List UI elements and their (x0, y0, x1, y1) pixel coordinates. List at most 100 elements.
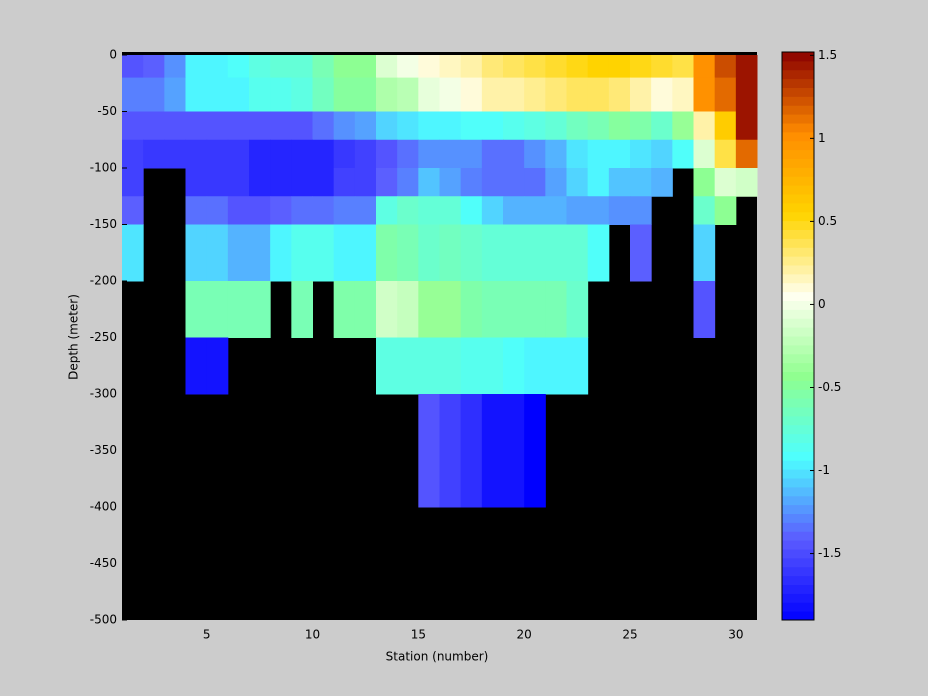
cell (291, 196, 313, 225)
cell (714, 168, 737, 197)
cell (460, 168, 483, 197)
cell (270, 224, 292, 282)
cell (333, 111, 356, 141)
cell (418, 394, 440, 508)
cell (249, 281, 271, 338)
cell (566, 139, 589, 169)
cell (587, 224, 610, 282)
cell (651, 168, 673, 197)
y-tick-label: -250 (90, 330, 117, 344)
cell (270, 196, 292, 225)
colorbar-step (782, 327, 814, 337)
cell (672, 77, 694, 112)
cell (354, 168, 377, 197)
cell (418, 224, 440, 282)
cell (227, 77, 250, 112)
cell (630, 196, 652, 225)
colorbar-step (782, 69, 814, 80)
cell (227, 224, 250, 282)
y-tick-label: -150 (90, 217, 117, 231)
colorbar-step (782, 211, 814, 222)
cell (249, 55, 271, 79)
cell (481, 394, 504, 508)
cell (608, 139, 631, 169)
cell (333, 77, 356, 112)
cell (608, 55, 631, 79)
cell (566, 77, 589, 112)
cell (439, 337, 462, 395)
colorbar-step (782, 229, 814, 239)
cell (566, 281, 589, 338)
cell (164, 139, 186, 169)
colorbar-step (782, 460, 814, 470)
cell (227, 196, 250, 225)
colorbar-step (782, 202, 814, 213)
colorbar-step (782, 415, 814, 426)
cell (545, 77, 567, 112)
colorbar-step (782, 256, 814, 266)
cell (185, 111, 208, 141)
cell (566, 196, 589, 225)
cell (185, 168, 208, 197)
cell (503, 224, 525, 282)
cell (418, 139, 440, 169)
cell (418, 281, 440, 338)
colorbar-step (782, 176, 814, 186)
colorbar-step (782, 531, 814, 541)
cell (206, 111, 229, 141)
cell (354, 55, 377, 79)
colorbar-tick-label: 0 (818, 297, 826, 311)
cell (587, 77, 610, 112)
y-tick-label: -400 (90, 500, 117, 514)
colorbar-step (782, 344, 814, 355)
cell (418, 337, 440, 395)
cell (376, 337, 398, 395)
colorbar-tick-label: 0.5 (818, 214, 837, 228)
x-tick-label: 30 (728, 628, 743, 642)
cell (376, 77, 398, 112)
cell (270, 55, 292, 79)
y-tick-label: -100 (90, 161, 117, 175)
cell (206, 139, 229, 169)
colorbar-step (782, 238, 814, 248)
cell (227, 139, 250, 169)
cell (630, 168, 652, 197)
colorbar-step (782, 398, 814, 408)
cell (376, 168, 398, 197)
cell (481, 55, 504, 79)
colorbar-step (782, 52, 814, 62)
cell (333, 224, 356, 282)
cell (439, 196, 462, 225)
cell (354, 111, 377, 141)
colorbar-step (782, 389, 814, 399)
cell (122, 77, 144, 112)
cell (354, 224, 377, 282)
cell (397, 77, 419, 112)
cell (185, 77, 208, 112)
cell (249, 111, 271, 141)
cell (503, 281, 525, 338)
cell (333, 55, 356, 79)
colorbar-frame (781, 51, 815, 621)
cell (503, 168, 525, 197)
cell (185, 196, 208, 225)
y-axis-label: Depth (meter) (67, 294, 81, 380)
cell (291, 224, 313, 282)
cell (249, 139, 271, 169)
cell (524, 168, 546, 197)
colorbar-step (782, 105, 814, 115)
colorbar-step (782, 469, 814, 479)
colorbar-tick-label: -1.5 (818, 546, 841, 560)
cell (693, 139, 716, 169)
y-tick-label: 0 (109, 48, 117, 62)
cell (227, 55, 250, 79)
cell (249, 224, 271, 282)
colorbar-step (782, 185, 814, 195)
cell (735, 168, 758, 197)
cell (481, 196, 504, 225)
cell (185, 139, 208, 169)
cell (481, 337, 504, 395)
cell (587, 168, 610, 197)
colorbar-step (782, 442, 814, 452)
cell (481, 168, 504, 197)
